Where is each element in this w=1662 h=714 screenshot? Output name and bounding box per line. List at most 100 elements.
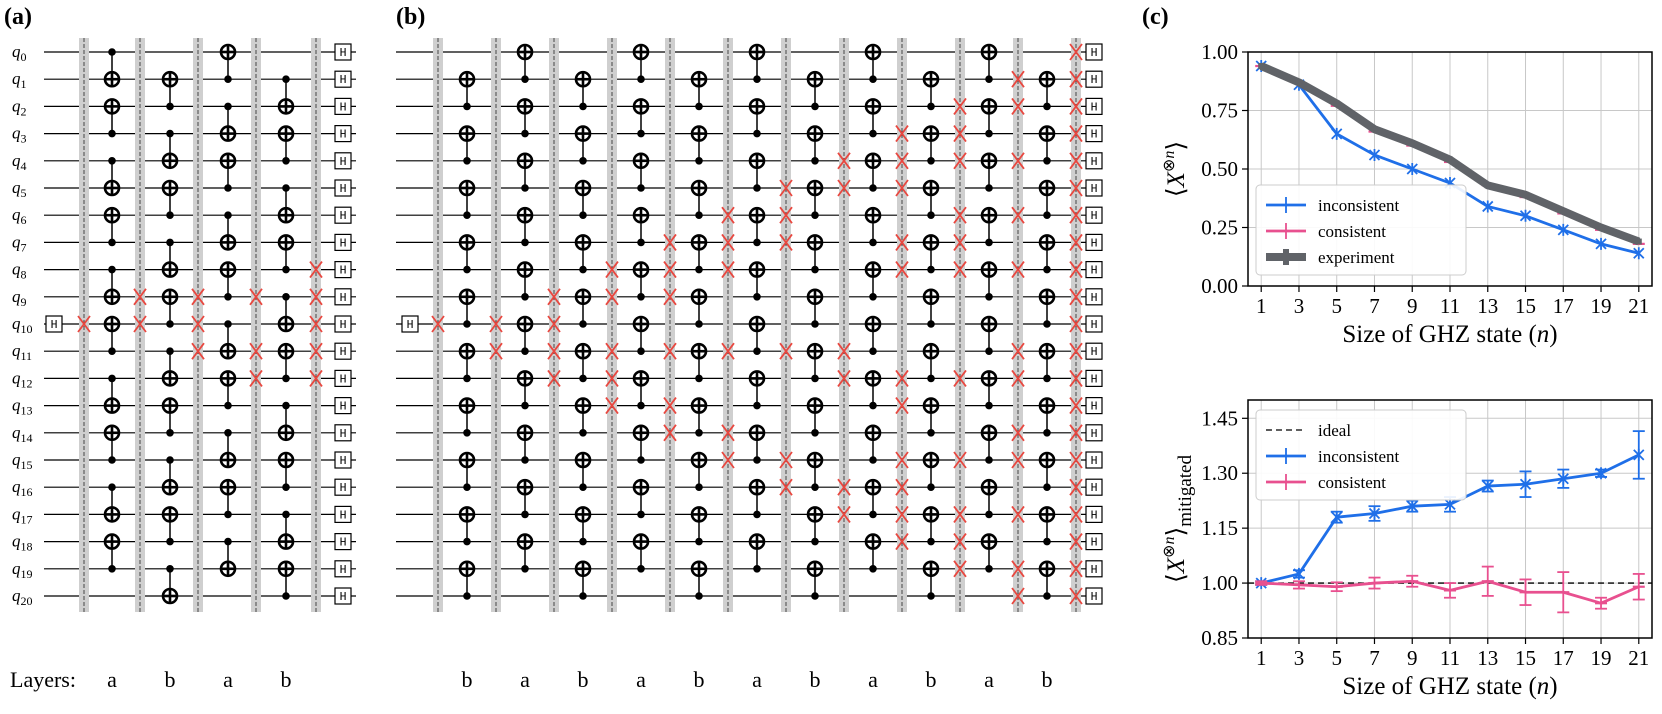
control-dot	[166, 320, 174, 328]
target-icon	[864, 98, 882, 115]
cnot-gate	[632, 206, 650, 247]
svg-text:H: H	[340, 372, 347, 385]
qubit-label: q11	[12, 341, 32, 363]
cnot-gate	[690, 234, 708, 274]
control-dot	[579, 429, 587, 437]
svg-text:H: H	[340, 182, 347, 195]
control-dot	[108, 265, 116, 274]
cnot-gate	[574, 179, 592, 219]
svg-text:H: H	[1091, 536, 1098, 549]
control-dot	[282, 592, 290, 600]
target-icon	[806, 70, 824, 88]
cnot-gate	[690, 288, 708, 328]
control-dot	[869, 565, 877, 573]
hadamard-gate: H	[1085, 560, 1103, 578]
control-dot	[695, 592, 703, 600]
cnot-gate	[632, 424, 650, 464]
point-marker	[1484, 182, 1491, 189]
target-icon	[632, 152, 650, 170]
cnot-gate	[458, 397, 476, 437]
qubit-label: q12	[12, 368, 33, 390]
hadamard-gate: H	[1085, 532, 1103, 551]
cnot-gate	[574, 288, 592, 328]
target-icon	[574, 506, 592, 523]
target-icon	[922, 70, 940, 88]
control-dot	[695, 320, 703, 328]
target-icon	[219, 342, 237, 360]
target-icon	[516, 98, 534, 115]
barrier	[665, 38, 675, 612]
target-icon	[1038, 397, 1056, 414]
y-tick-label: 1.00	[1201, 571, 1238, 595]
control-dot	[1043, 374, 1051, 383]
control-dot	[637, 184, 645, 192]
control-dot	[463, 429, 471, 437]
target-icon	[632, 424, 650, 442]
control-dot	[579, 537, 587, 546]
control-dot	[282, 510, 290, 519]
cnot-gate	[980, 206, 998, 247]
x-tick-label: 19	[1591, 294, 1612, 318]
control-dot	[521, 347, 529, 356]
cnot-gate	[161, 129, 179, 170]
qubit-label: q6	[12, 205, 27, 227]
cnot-gate	[748, 206, 766, 247]
cnot-gate	[574, 342, 592, 383]
qubit-label: q4	[12, 151, 27, 173]
target-icon	[922, 125, 940, 142]
layer-label: b	[1042, 667, 1053, 692]
control-dot	[108, 456, 116, 464]
target-icon	[277, 234, 295, 251]
target-icon	[922, 234, 940, 251]
hadamard-gate: H	[334, 261, 352, 279]
control-dot	[985, 238, 993, 247]
cnot-gate	[277, 293, 295, 333]
control-dot	[224, 211, 232, 219]
cnot-gate	[690, 70, 708, 111]
y-tick-label: 0.25	[1201, 216, 1238, 240]
target-icon	[864, 315, 882, 333]
svg-text:H: H	[340, 155, 347, 168]
target-icon	[516, 206, 534, 224]
point-marker	[1295, 79, 1302, 86]
circuit-b: H H H H H H H H H H H H H H H H H H H H H H	[396, 38, 1103, 612]
point-marker	[1635, 238, 1642, 245]
target-icon	[980, 206, 998, 224]
control-dot	[869, 347, 877, 356]
target-icon	[690, 234, 708, 251]
cnot-gate	[161, 565, 179, 605]
target-icon	[1038, 506, 1056, 523]
control-dot	[695, 374, 703, 383]
svg-text:H: H	[340, 536, 347, 549]
control-dot	[1043, 265, 1051, 274]
cnot-gate	[219, 537, 237, 578]
chart-mitigated: 1 3 5 7 9 11 13 15 17 19 210.851.001.151.301.45Siz…	[1161, 399, 1653, 700]
cnot-gate	[458, 70, 476, 111]
target-icon	[219, 234, 237, 251]
cnot-gate	[103, 157, 121, 197]
cnot-gate	[516, 533, 534, 573]
svg-text:H: H	[51, 318, 58, 331]
x-tick-label: 19	[1591, 646, 1612, 670]
target-icon	[864, 370, 882, 387]
cnot-gate	[748, 43, 766, 83]
point-marker	[1595, 237, 1607, 250]
target-icon	[864, 43, 882, 61]
cnot-gate	[277, 560, 295, 600]
target-icon	[219, 125, 237, 142]
control-dot	[985, 565, 993, 573]
control-dot	[869, 456, 877, 464]
cnot-gate	[1038, 70, 1056, 111]
svg-text:H: H	[1091, 182, 1098, 195]
qubit-label: q19	[12, 559, 33, 581]
target-icon	[458, 451, 476, 469]
point-marker	[1519, 478, 1532, 491]
target-icon	[980, 478, 998, 496]
hadamard-gate: H	[334, 369, 352, 387]
layer-label: b	[578, 667, 589, 692]
control-dot	[811, 592, 819, 600]
target-icon	[980, 370, 998, 387]
target-icon	[690, 125, 708, 142]
cnot-gate	[574, 70, 592, 111]
